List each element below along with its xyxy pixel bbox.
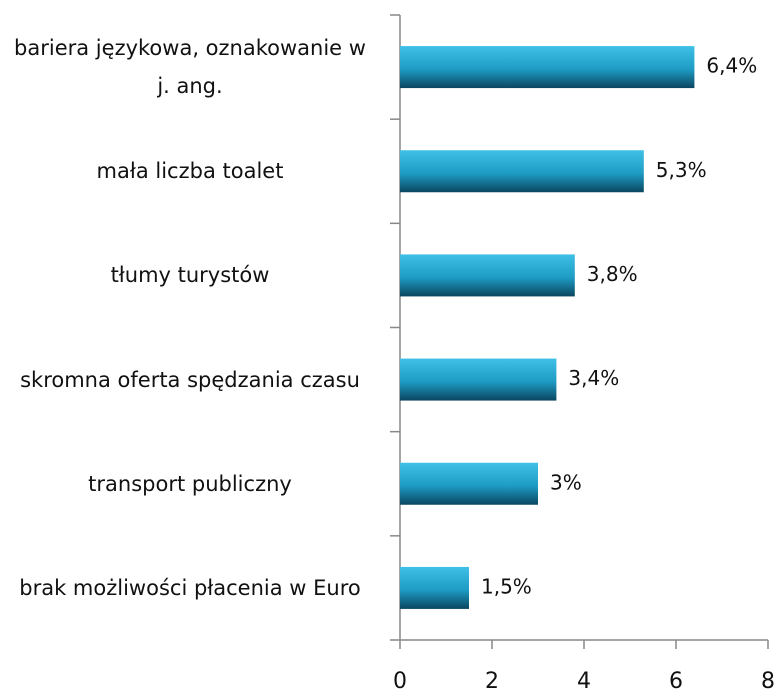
bar — [400, 566, 469, 609]
x-tick-label: 4 — [577, 669, 591, 694]
value-label: 3,4% — [568, 366, 619, 390]
bar — [400, 462, 538, 505]
x-tick-label: 6 — [669, 669, 683, 694]
value-label: 3,8% — [587, 262, 638, 286]
value-label: 6,4% — [706, 54, 757, 78]
category-label: transport publiczny — [88, 471, 292, 496]
category-label: tłumy turystów — [110, 263, 270, 288]
bar — [400, 46, 695, 89]
bar — [400, 254, 575, 297]
x-tick-label: 8 — [761, 669, 775, 694]
value-label: 1,5% — [481, 574, 532, 598]
bar — [400, 150, 644, 193]
x-tick-label: 0 — [393, 669, 407, 694]
category-label: bariera językowa, oznakowanie w j. ang. — [14, 36, 366, 99]
category-label: mała liczba toalet — [96, 159, 284, 184]
value-label: 3% — [550, 470, 582, 494]
value-label: 5,3% — [656, 158, 707, 182]
x-tick-label: 2 — [485, 669, 499, 694]
category-label: skromna oferta spędzania czasu — [20, 367, 360, 392]
category-label: brak możliwości płacenia w Euro — [19, 575, 361, 600]
bar — [400, 358, 557, 401]
